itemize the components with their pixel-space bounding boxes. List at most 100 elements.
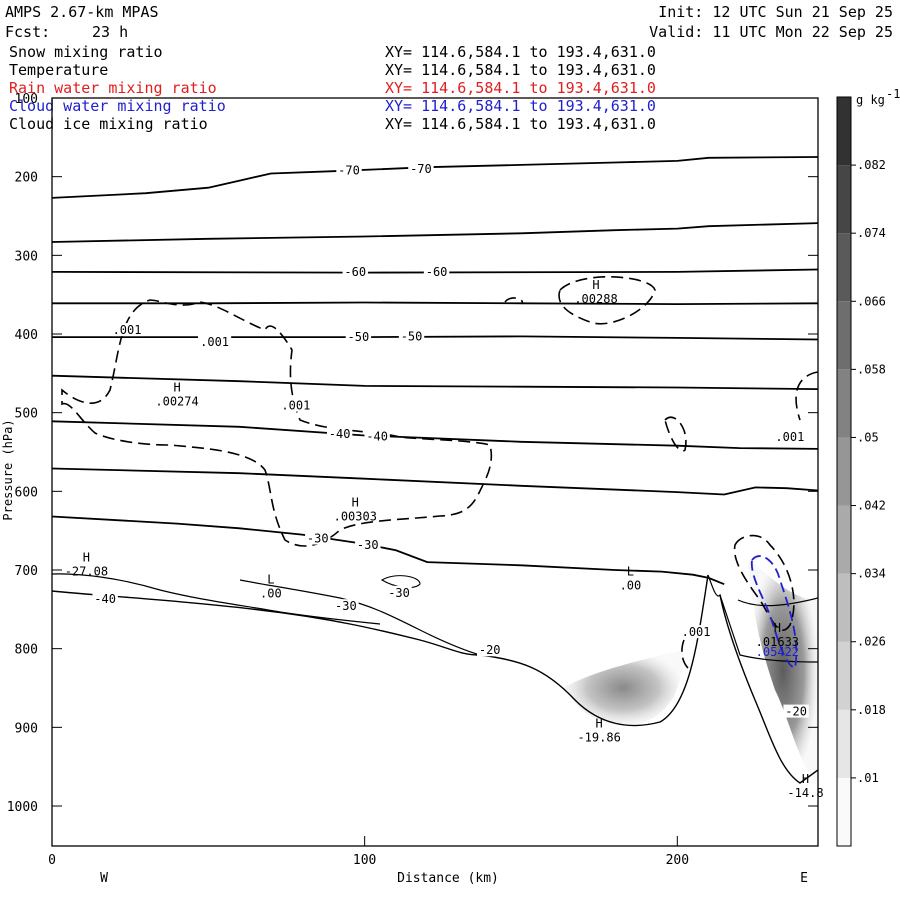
extremum-letter-7: H [774, 621, 781, 635]
contour-label-2: -60 [344, 265, 366, 279]
extremum-value-6: -19.86 [577, 730, 620, 744]
contour-label-bg-15 [110, 323, 144, 337]
extremum-value-2: .00303 [334, 509, 377, 523]
ridge-line [707, 574, 818, 663]
contour-label-bg-11 [386, 585, 412, 599]
y-tick-label-7: 800 [15, 643, 38, 658]
contour-label-19: .001 [775, 430, 804, 444]
cloud-water-max-value: .05422 [756, 645, 799, 659]
field-legend: Snow mixing ratio XY= 114.6,584.1 to 193.… [9, 43, 656, 133]
y-tick-label-0: 100 [15, 92, 38, 107]
field-name-2: Rain water mixing ratio [9, 79, 217, 97]
west-label: W [100, 871, 108, 886]
contour-label-10: -30 [335, 599, 357, 613]
field-coords-3: XY= 114.6,584.1 to 193.4,631.0 [385, 97, 656, 115]
freezing-line-west [52, 573, 381, 625]
contour-label-0: -70 [338, 163, 360, 177]
contour-label-bg-13 [783, 704, 809, 718]
extremum-letter-2: H [352, 495, 359, 509]
colorbar-swatch-1 [837, 709, 851, 778]
contour-label-11: -30 [388, 586, 410, 600]
contour-label-15: .001 [113, 323, 142, 337]
field-coords-0: XY= 114.6,584.1 to 193.4,631.0 [385, 43, 656, 61]
colorbar-unit-exponent: -1 [886, 87, 900, 101]
extremum-value-4: .00 [260, 586, 282, 600]
extremum-value-0: .00274 [155, 394, 198, 408]
contour-label-1: -70 [410, 162, 432, 176]
contour-label-bg-1 [408, 161, 434, 175]
y-tick-label-5: 600 [15, 485, 38, 500]
colorbar-unit: g kg [856, 93, 885, 107]
snow-shading [563, 560, 818, 782]
small-closed-contour [380, 575, 421, 589]
colorbar-level-6: .058 [857, 362, 886, 376]
terrain-outlines [52, 573, 818, 784]
isotherm-2 [52, 268, 818, 274]
colorbar-swatch-7 [837, 301, 851, 370]
field-name-3: Cloud water mixing ratio [9, 97, 226, 115]
contour-label-bg-12 [477, 643, 503, 657]
contour-label-17: .001 [281, 399, 310, 413]
colorbar-swatch-8 [837, 233, 851, 302]
extremum-letter-5: L [627, 565, 634, 579]
extremum-value-5: .00 [620, 579, 642, 593]
extremum-letter-8: H [802, 772, 809, 786]
colorbar-swatch-4 [837, 505, 851, 574]
contour-label-6: -40 [329, 427, 351, 441]
contour-label-bg-9 [355, 537, 381, 551]
contour-label-bg-4 [345, 330, 372, 344]
extremum-letter-3: H [83, 550, 90, 564]
field-coords-2: XY= 114.6,584.1 to 193.4,631.0 [385, 79, 656, 97]
freezing-line-upper [239, 579, 481, 656]
init-time: Init: 12 UTC Sun 21 Sep 25 [658, 3, 893, 21]
contour-label-bg-17 [279, 398, 313, 412]
contour-label-bg-18 [679, 625, 713, 639]
contour-label-5: -50 [401, 329, 423, 343]
colorbar-swatch-5 [837, 437, 851, 506]
colorbar-level-1: .018 [857, 703, 886, 717]
snow-contour-valley [681, 639, 689, 669]
x-tick-label-1: 100 [353, 853, 376, 868]
field-name-0: Snow mixing ratio [9, 43, 163, 61]
colorbar-frame [836, 96, 852, 847]
plot-frame [51, 97, 819, 847]
contour-label-bg-6 [326, 426, 353, 440]
contour-label-16: .001 [200, 335, 229, 349]
contour-label-9: -30 [357, 538, 379, 552]
field-name-4: Cloud ice mixing ratio [9, 115, 208, 133]
isotherm-5 [52, 374, 818, 390]
contour-label-bg-8 [305, 531, 331, 545]
snow-contours [61, 276, 818, 669]
colorbar-swatch-2 [837, 641, 851, 710]
contour-label-12: -20 [479, 643, 501, 657]
contour-label-7: -40 [366, 429, 388, 443]
forecast-label: Fcst: [5, 23, 50, 41]
colorbar-level-2: .026 [857, 635, 886, 649]
contour-label-bg-7 [364, 429, 390, 443]
contour-label-3: -60 [426, 265, 448, 279]
y-tick-label-9: 1000 [7, 800, 38, 815]
colorbar-level-4: .042 [857, 499, 886, 513]
isotherm-6 [52, 420, 818, 450]
contour-label-bg-19 [773, 430, 807, 444]
snow-contour-upper-left [61, 299, 493, 547]
ridge-line-east [737, 597, 818, 607]
model-title: AMPS 2.67-km MPAS [5, 3, 159, 21]
colorbar: .01 .018 .026 .034 .042 .05 .058 .066 .074 .082 g … [836, 87, 900, 847]
field-coords-4: XY= 114.6,584.1 to 193.4,631.0 [385, 115, 656, 133]
colorbar-swatch-9 [837, 165, 851, 234]
extremum-letter-6: H [596, 716, 603, 730]
x-axis-label: Distance (km) [397, 871, 499, 886]
extremum-value-8: -14.8 [787, 786, 823, 800]
y-tick-label-1: 200 [15, 171, 38, 186]
extremum-letter-4: L [267, 572, 274, 586]
y-axis-label: Pressure (hPa) [1, 419, 15, 520]
colorbar-level-3: .034 [857, 567, 886, 581]
contour-label-bg-14 [92, 592, 118, 606]
extremum-value-7: .01633 [756, 635, 799, 649]
snow-contour-right-small [664, 416, 687, 452]
colorbar-level-5: .05 [857, 430, 879, 444]
contour-label-13: -20 [785, 705, 807, 719]
snow-shading-ridge [748, 560, 818, 782]
